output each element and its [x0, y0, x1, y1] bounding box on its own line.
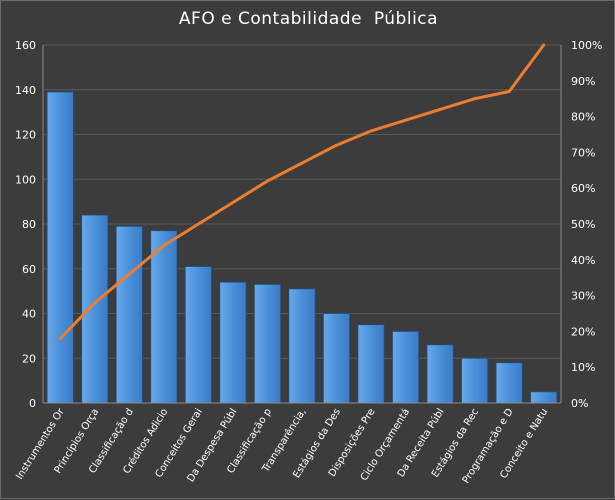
cumulative-line	[58, 43, 546, 341]
bar	[461, 357, 489, 404]
bar	[323, 313, 351, 404]
y-left-tick-label: 140	[15, 84, 36, 97]
y-right-tick-label: 50%	[571, 218, 595, 231]
y-right-tick-label: 40%	[571, 254, 595, 267]
bar	[81, 214, 109, 404]
y-right-tick-label: 20%	[571, 325, 595, 338]
y-right-tick-label: 60%	[571, 182, 595, 195]
y-right-tick-label: 30%	[571, 290, 595, 303]
cumulative-line-series	[58, 43, 546, 341]
y-right-tick-label: 100%	[571, 39, 602, 52]
bar	[392, 330, 420, 404]
y-left-tick-label: 120	[15, 129, 36, 142]
bar	[495, 362, 523, 404]
y-left-tick-label: 100	[15, 173, 36, 186]
y-left-tick-label: 0	[29, 397, 36, 410]
bar-series	[46, 91, 558, 404]
bar	[46, 91, 74, 404]
bar	[184, 266, 212, 404]
y-left-tick-label: 20	[22, 352, 36, 365]
y-right-tick-label: 90%	[571, 75, 595, 88]
y-right-tick-label: 80%	[571, 111, 595, 124]
y-right-tick-label: 10%	[571, 361, 595, 374]
bar	[253, 284, 281, 404]
y-right-tick-label: 0%	[571, 397, 588, 410]
bar	[115, 225, 143, 404]
bar	[150, 230, 178, 404]
chart-title: AFO e Contabilidade Pública	[178, 9, 439, 29]
y-right-tick-label: 70%	[571, 146, 595, 159]
y-left-tick-label: 40	[22, 308, 36, 321]
bar	[288, 288, 316, 404]
bar	[219, 281, 247, 404]
bar	[530, 391, 558, 404]
bar	[426, 344, 454, 404]
bar	[357, 324, 385, 404]
axes	[42, 45, 562, 404]
y-left-tick-label: 160	[15, 39, 36, 52]
y-left-tick-label: 60	[22, 263, 36, 276]
y-left-tick-label: 80	[22, 218, 36, 231]
